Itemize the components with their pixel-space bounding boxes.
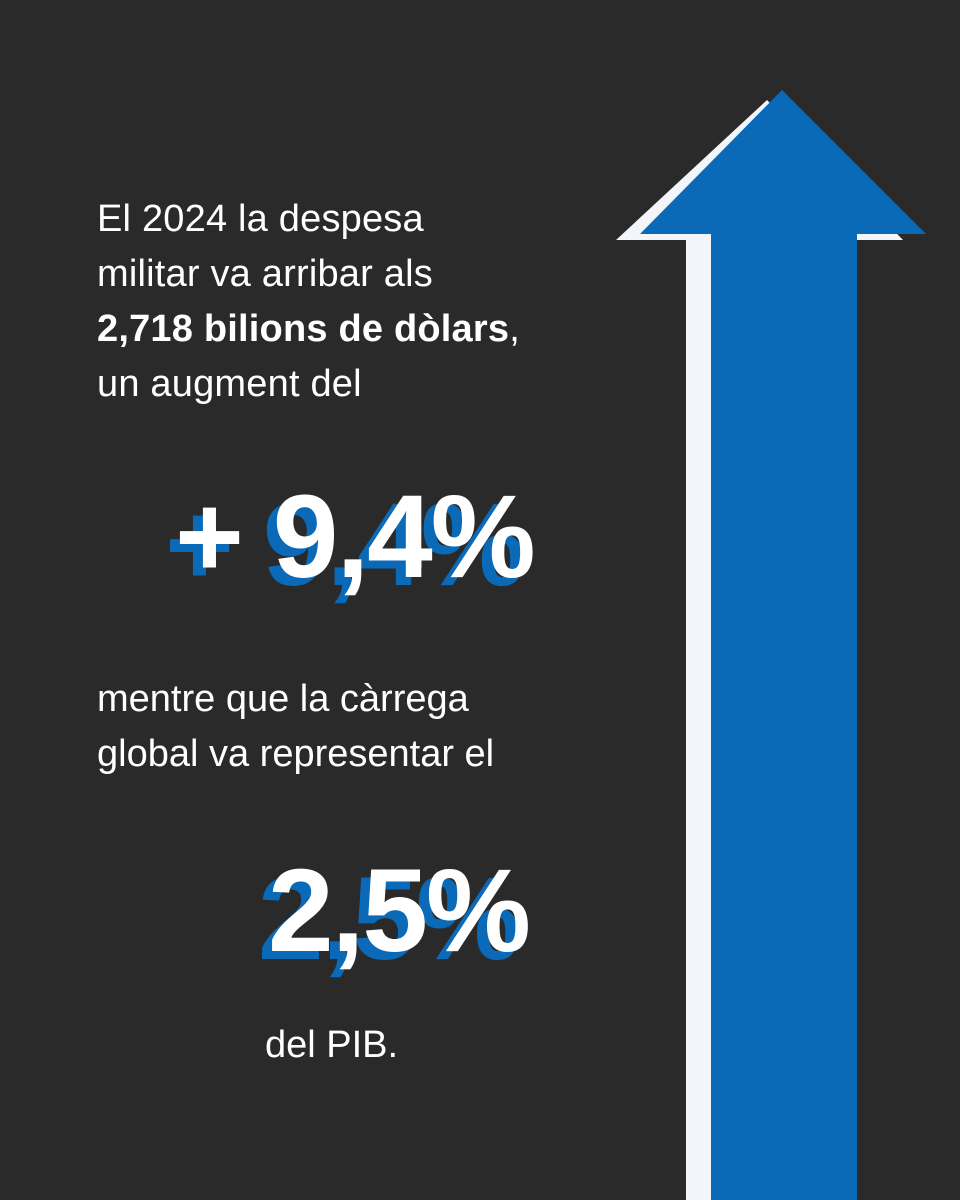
increase-stat: + 9,4% + 9,4% [165,478,536,604]
intro-line-3-punct: , [509,308,520,350]
arrow-fill [640,90,926,1200]
increase-stat-shadow: + 9,4% [165,479,526,611]
gdp-stat-shadow: 2,5% [258,853,521,985]
spending-amount: 2,718 bilions de dòlars [97,308,510,350]
intro-line-4: un augment del [97,363,362,405]
middle-text: mentre que la càrrega global va represen… [97,672,657,782]
intro-line-1: El 2024 la despesa [97,198,424,240]
gdp-stat-value: 2,5% [268,845,531,977]
middle-line-1: mentre que la càrrega [97,678,469,720]
intro-line-3: 2,718 bilions de dòlars, [97,302,657,357]
intro-line-2: militar va arribar als [97,253,433,295]
gdp-stat: 2,5% 2,5% [258,852,531,978]
intro-text: El 2024 la despesa militar va arribar al… [97,192,657,412]
closing-text: del PIB. [265,1024,399,1066]
middle-line-2: global va representar el [97,733,495,775]
increase-stat-value: + 9,4% [175,471,536,603]
